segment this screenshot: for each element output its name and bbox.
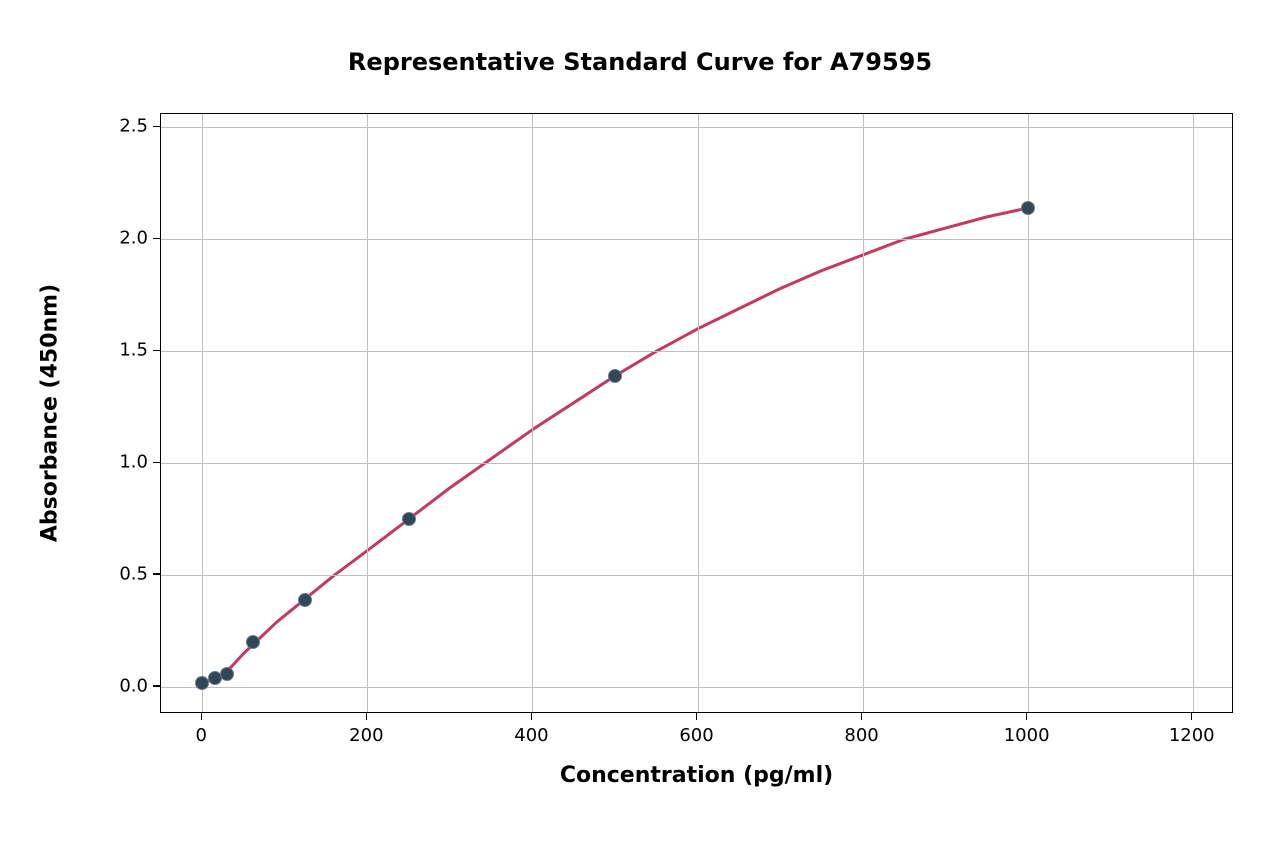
grid-line-horizontal bbox=[161, 463, 1232, 464]
grid-line-horizontal bbox=[161, 127, 1232, 128]
grid-line-horizontal bbox=[161, 239, 1232, 240]
data-point bbox=[402, 512, 416, 526]
x-tick bbox=[531, 713, 533, 720]
x-tick-label: 1000 bbox=[1004, 725, 1050, 746]
x-tick-label: 800 bbox=[844, 725, 878, 746]
grid-line-horizontal bbox=[161, 351, 1232, 352]
y-tick-label: 0.5 bbox=[112, 564, 148, 585]
grid-line-vertical bbox=[367, 114, 368, 712]
y-tick bbox=[153, 238, 160, 240]
y-axis-label: Absorbance (450nm) bbox=[38, 284, 63, 542]
y-tick bbox=[153, 462, 160, 464]
x-tick-label: 400 bbox=[514, 725, 548, 746]
x-tick bbox=[201, 713, 203, 720]
y-tick-label: 1.5 bbox=[112, 340, 148, 361]
x-tick-label: 600 bbox=[679, 725, 713, 746]
grid-line-horizontal bbox=[161, 575, 1232, 576]
y-tick bbox=[153, 350, 160, 352]
data-point bbox=[220, 667, 234, 681]
y-tick bbox=[153, 573, 160, 575]
fitted-curve bbox=[202, 208, 1027, 684]
data-point bbox=[608, 369, 622, 383]
data-point bbox=[298, 593, 312, 607]
x-tick bbox=[861, 713, 863, 720]
y-tick-label: 1.0 bbox=[112, 452, 148, 473]
x-tick bbox=[696, 713, 698, 720]
x-axis-label: Concentration (pg/ml) bbox=[560, 763, 833, 788]
x-tick-label: 0 bbox=[196, 725, 207, 746]
y-tick-label: 2.0 bbox=[112, 228, 148, 249]
data-point bbox=[1021, 201, 1035, 215]
x-tick-label: 1200 bbox=[1169, 725, 1215, 746]
grid-line-vertical bbox=[698, 114, 699, 712]
grid-line-vertical bbox=[1193, 114, 1194, 712]
x-tick bbox=[1026, 713, 1028, 720]
grid-line-vertical bbox=[532, 114, 533, 712]
x-tick bbox=[1191, 713, 1193, 720]
x-tick-label: 200 bbox=[349, 725, 383, 746]
grid-line-vertical bbox=[863, 114, 864, 712]
plot-area bbox=[160, 113, 1233, 713]
grid-line-horizontal bbox=[161, 687, 1232, 688]
y-tick-label: 2.5 bbox=[112, 116, 148, 137]
y-tick bbox=[153, 126, 160, 128]
grid-line-vertical bbox=[202, 114, 203, 712]
chart-title: Representative Standard Curve for A79595 bbox=[348, 48, 932, 76]
y-tick bbox=[153, 685, 160, 687]
data-point bbox=[246, 635, 260, 649]
y-tick-label: 0.0 bbox=[112, 676, 148, 697]
chart-container: Representative Standard Curve for A79595… bbox=[0, 0, 1280, 845]
x-tick bbox=[366, 713, 368, 720]
